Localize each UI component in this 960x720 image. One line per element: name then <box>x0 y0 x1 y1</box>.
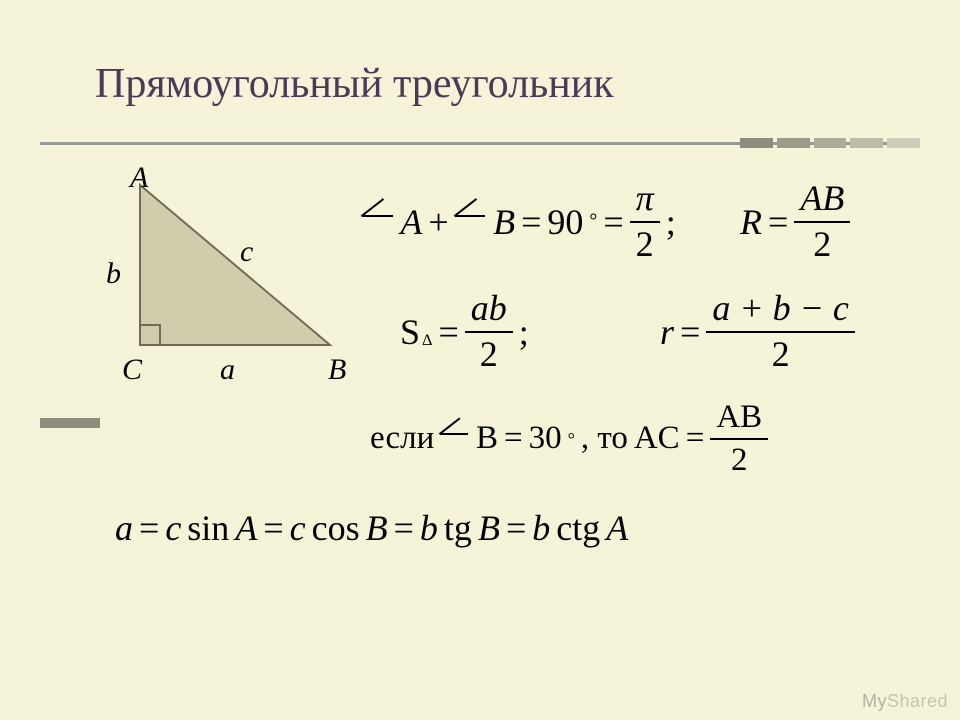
triangle-figure: A C B b a c <box>110 175 345 395</box>
watermark: MyShared <box>862 691 948 712</box>
formula-angles: A + B = 90° = π 2 ; <box>362 180 676 264</box>
side-label-a: a <box>220 353 235 387</box>
formula-conditional: если B = 30°, то AC = AB 2 <box>370 400 768 477</box>
title-accent <box>740 138 920 148</box>
slide-title: Прямоугольный треугольник <box>95 60 614 108</box>
vertex-label-A: A <box>130 161 148 195</box>
formula-trig: a = c sin A = c cos B = b tg B = b ctg A <box>115 510 628 546</box>
pi: π <box>630 180 660 218</box>
sym-S: S <box>400 314 420 350</box>
vertex-label-B: B <box>328 353 346 387</box>
left-accent-bar <box>40 418 100 428</box>
sym-R: R <box>740 204 762 240</box>
sym-A: A <box>400 204 422 240</box>
vertex-label-C: C <box>122 353 142 387</box>
formula-R: R = AB 2 <box>740 180 850 264</box>
deg90: 90 <box>547 204 583 240</box>
side-label-b: b <box>106 257 121 291</box>
sym-r: r <box>660 314 674 350</box>
formula-r: r = a + b − c 2 <box>660 290 855 374</box>
sym-B: B <box>493 204 515 240</box>
triangle-svg <box>110 175 345 375</box>
formula-S: S Δ = ab 2 ; <box>400 290 529 374</box>
side-label-c: c <box>240 235 253 269</box>
